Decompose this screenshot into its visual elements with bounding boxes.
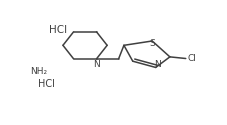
Text: N: N [93,60,99,69]
Text: S: S [149,39,154,48]
Text: Cl: Cl [187,54,195,63]
Text: N: N [153,60,160,69]
Text: HCl: HCl [49,25,67,35]
Text: NH₂: NH₂ [30,67,47,76]
Text: HCl: HCl [38,79,55,89]
